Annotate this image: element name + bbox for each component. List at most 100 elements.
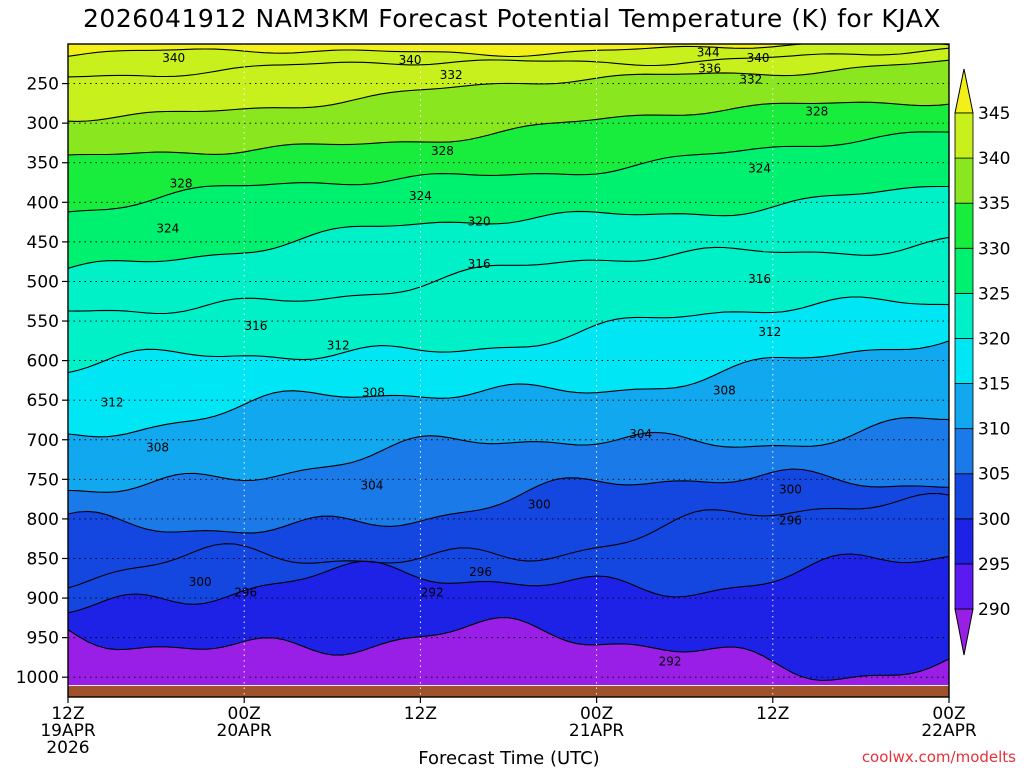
colorbar-extend-top	[954, 68, 974, 114]
y-tick-label: 600	[27, 352, 59, 372]
colorbar-label: 295	[978, 555, 1010, 575]
contour-label: 316	[468, 257, 491, 271]
colorbar-label: 340	[978, 149, 1010, 169]
y-tick-label: 400	[27, 193, 59, 213]
contour-line-340	[68, 47, 949, 78]
y-tick-label: 250	[27, 75, 59, 95]
contour-label: 312	[327, 339, 350, 353]
y-tick-label: 500	[27, 272, 59, 292]
colorbar-label: 335	[978, 194, 1010, 214]
y-tick-label: 800	[27, 510, 59, 530]
x-tick-label: 00Z	[228, 704, 261, 724]
contour-label: 296	[469, 565, 492, 579]
colorbar-swatch	[954, 338, 974, 384]
contour-label: 292	[421, 586, 444, 600]
colorbar-swatch	[954, 292, 974, 339]
y-tick-label: 1000	[16, 668, 59, 688]
y-tick-label: 300	[27, 114, 59, 134]
ground-surface	[68, 685, 949, 697]
contour-label: 328	[431, 144, 454, 158]
contour-line-320	[68, 236, 949, 315]
colorbar-label: 300	[978, 510, 1010, 530]
contour-label: 316	[748, 272, 771, 286]
x-tick-label: 20APR	[217, 721, 273, 741]
colorbar-label: 345	[978, 104, 1010, 124]
contour-label: 316	[244, 319, 267, 333]
contour-label: 340	[399, 53, 422, 67]
y-tick-label: 450	[27, 233, 59, 253]
contour-labels: 340 340 344 340 336 332 332 328 328 324 328 324 324 3…	[101, 46, 829, 669]
contour-line-328	[68, 131, 949, 213]
colorbar-label: 330	[978, 239, 1010, 259]
x-tick-label: 22APR	[921, 721, 977, 741]
colorbar: 290 295 300 305 310 315 320 325 330 335 340 345	[954, 68, 1010, 656]
colorbar-label: 290	[978, 600, 1010, 620]
contour-label: 332	[440, 68, 463, 82]
colorbar-label: 320	[978, 329, 1010, 349]
contour-line-300	[68, 492, 949, 589]
colorbar-extend-bottom	[954, 608, 974, 656]
contour-line-332	[68, 101, 949, 156]
contour-label: 312	[101, 396, 124, 410]
contour-line-324	[68, 185, 949, 269]
contour-label: 320	[468, 214, 491, 228]
filled-contours	[68, 44, 949, 685]
chart-title: 2026041912 NAM3KM Forecast Potential Tem…	[83, 4, 941, 33]
contour-label: 324	[748, 161, 771, 175]
x-tick-label: 19APR	[40, 721, 96, 741]
y-tick-label: 350	[27, 154, 59, 174]
contour-label: 308	[146, 441, 169, 455]
contour-label: 296	[779, 513, 802, 527]
contour-label: 340	[162, 51, 185, 65]
colorbar-label: 305	[978, 465, 1010, 485]
contour-label: 336	[698, 62, 721, 76]
contour-label: 312	[758, 325, 781, 339]
contour-label: 304	[629, 427, 652, 441]
y-tick-label: 950	[27, 629, 59, 649]
colorbar-swatch	[954, 383, 974, 430]
contour-line-296	[68, 553, 949, 614]
plot-frame	[67, 43, 950, 698]
y-tick-label: 550	[27, 312, 59, 332]
contour-line-312	[68, 340, 949, 438]
x-tick-label: 2026	[46, 738, 89, 758]
gridlines	[68, 44, 949, 697]
contour-label: 344	[697, 46, 720, 60]
contour-label: 324	[156, 221, 179, 235]
contour-label: 332	[739, 73, 762, 87]
y-tick-label: 900	[27, 589, 59, 609]
x-tick-label: 12Z	[404, 704, 437, 724]
colorbar-label: 315	[978, 375, 1010, 395]
band-fill-292	[68, 617, 949, 685]
x-tick-label: 21APR	[569, 721, 625, 741]
ground-fill	[68, 685, 949, 697]
contour-lines	[68, 44, 949, 682]
y-axis: 250 300 350 400 450 500 550 600 650 700 750 800 850 9…	[16, 75, 68, 688]
contour-label: 324	[409, 189, 432, 203]
contour-label: 300	[779, 483, 802, 497]
contour-label: 296	[234, 586, 257, 600]
y-tick-label: 850	[27, 549, 59, 569]
contour-label: 328	[170, 176, 193, 190]
contour-label: 292	[659, 654, 682, 668]
y-tick-label: 650	[27, 391, 59, 411]
contour-line-308	[68, 417, 949, 493]
contour-label: 300	[189, 575, 212, 589]
colorbar-swatch	[954, 563, 974, 610]
contour-line-316	[68, 296, 949, 374]
colorbar-swatch	[954, 518, 974, 565]
x-tick-label: 00Z	[580, 704, 613, 724]
colorbar-swatch	[954, 247, 974, 294]
x-tick-label: 00Z	[932, 704, 965, 724]
contour-line-292	[68, 617, 949, 682]
y-tick-label: 700	[27, 431, 59, 451]
contour-label: 304	[360, 479, 383, 493]
y-tick-label: 750	[27, 470, 59, 490]
x-tick-label: 12Z	[756, 704, 789, 724]
contour-label: 340	[747, 51, 770, 65]
colorbar-label: 325	[978, 284, 1010, 304]
x-tick-label: 12Z	[51, 704, 84, 724]
credit-text: coolwx.com/modelts	[861, 748, 1016, 766]
